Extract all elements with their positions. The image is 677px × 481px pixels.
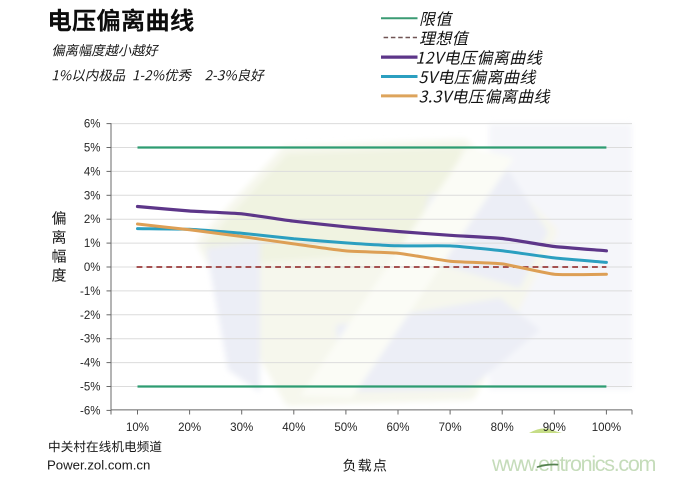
svg-text:40%: 40% bbox=[282, 422, 305, 434]
svg-text:0%: 0% bbox=[84, 262, 101, 274]
svg-text:4%: 4% bbox=[84, 166, 101, 178]
svg-text:3%: 3% bbox=[84, 190, 101, 202]
svg-text:30%: 30% bbox=[230, 422, 253, 434]
svg-text:60%: 60% bbox=[386, 422, 409, 434]
svg-text:90%: 90% bbox=[543, 422, 566, 434]
svg-text:-3%: -3% bbox=[80, 334, 100, 346]
svg-text:20%: 20% bbox=[178, 422, 201, 434]
svg-text:10%: 10% bbox=[126, 422, 149, 434]
svg-text:6%: 6% bbox=[84, 119, 101, 131]
svg-text:100%: 100% bbox=[592, 422, 621, 434]
svg-text:Power.zol.com.cn: Power.zol.com.cn bbox=[47, 458, 150, 473]
svg-text:2%: 2% bbox=[84, 214, 101, 226]
svg-text:-4%: -4% bbox=[80, 358, 100, 370]
svg-text:-6%: -6% bbox=[80, 405, 100, 417]
svg-text:80%: 80% bbox=[491, 422, 514, 434]
svg-text:5%: 5% bbox=[84, 143, 101, 155]
svg-text:1%: 1% bbox=[84, 238, 101, 250]
svg-text:www.entronics.com: www.entronics.com bbox=[491, 452, 656, 476]
svg-text:-5%: -5% bbox=[80, 382, 100, 394]
svg-text:-1%: -1% bbox=[80, 286, 100, 298]
svg-text:70%: 70% bbox=[439, 422, 462, 434]
svg-text:-2%: -2% bbox=[80, 310, 100, 322]
svg-text:50%: 50% bbox=[334, 422, 357, 434]
